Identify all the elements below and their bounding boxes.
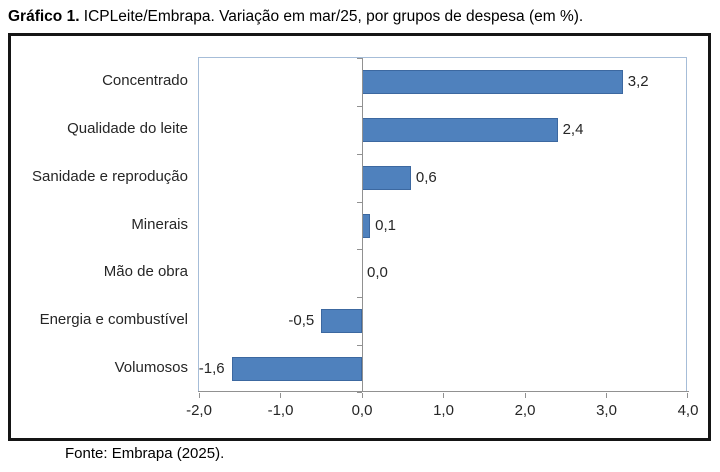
value-label: 2,4: [562, 120, 584, 138]
chart-title-text: ICPLeite/Embrapa. Variação em mar/25, po…: [79, 8, 584, 25]
category-label: Sanidade e reprodução: [32, 167, 188, 185]
value-axis-tick: [199, 393, 200, 398]
category-axis-tick: [356, 392, 362, 393]
category-label: Volumosos: [114, 359, 188, 377]
value-label: 3,2: [627, 72, 649, 90]
category-axis-tick: [356, 345, 362, 347]
value-axis-tick-label: 3,0: [596, 402, 617, 419]
value-axis-line: [198, 391, 689, 392]
category-label: Energia e combustível: [39, 311, 188, 329]
value-label: 0,6: [415, 168, 437, 186]
value-label: -1,6: [198, 360, 225, 378]
chart-title: Gráfico 1. ICPLeite/Embrapa. Variação em…: [8, 6, 583, 28]
value-axis-tick: [443, 393, 444, 398]
bar: [362, 117, 558, 142]
bar: [362, 213, 371, 238]
zero-axis-line: [361, 58, 363, 391]
chart-frame: Concentrado Qualidade do leite Sanidade e …: [8, 33, 711, 441]
value-axis-tick: [361, 393, 363, 398]
value-axis-tick-label: 0,0: [351, 402, 373, 419]
value-axis-tick-label: 2,0: [514, 402, 536, 419]
category-axis: Concentrado Qualidade do leite Sanidade e …: [11, 57, 188, 392]
source-note: Fonte: Embrapa (2025).: [65, 445, 225, 462]
category-axis-tick: [356, 105, 362, 107]
value-axis-tick: [687, 393, 688, 398]
value-axis-tick-label: -1,0: [267, 402, 294, 419]
value-axis-tick: [606, 393, 607, 398]
plot-area: 3,2 2,4 0,6 0,1 0,0 -0,5 -1,6 -2,0 -1,0 0,0 1,0 2,0…: [186, 57, 698, 419]
value-label: -0,5: [288, 312, 315, 330]
bar: [362, 69, 623, 94]
chart-title-prefix: Gráfico 1.: [8, 8, 80, 25]
value-label: 0,0: [367, 264, 388, 282]
category-axis-tick: [356, 153, 362, 155]
value-axis-tick: [524, 393, 526, 398]
value-axis-tick-label: 1,0: [433, 402, 454, 419]
category-label: Mão de obra: [103, 263, 188, 281]
value-axis-tick-label: 4,0: [677, 402, 699, 419]
value-label: 0,1: [375, 216, 396, 234]
category-axis-tick: [356, 297, 362, 299]
bar: [362, 165, 411, 190]
category-axis-tick: [356, 58, 362, 59]
bar: [231, 357, 362, 382]
category-label: Minerais: [131, 215, 188, 233]
category-axis-tick: [356, 249, 362, 251]
category-label: Concentrado: [102, 71, 188, 89]
value-axis-tick-label: -2,0: [186, 402, 212, 419]
category-axis-tick: [356, 201, 362, 203]
bar: [321, 309, 362, 334]
category-label: Qualidade do leite: [67, 119, 188, 137]
value-axis-tick: [280, 393, 281, 398]
